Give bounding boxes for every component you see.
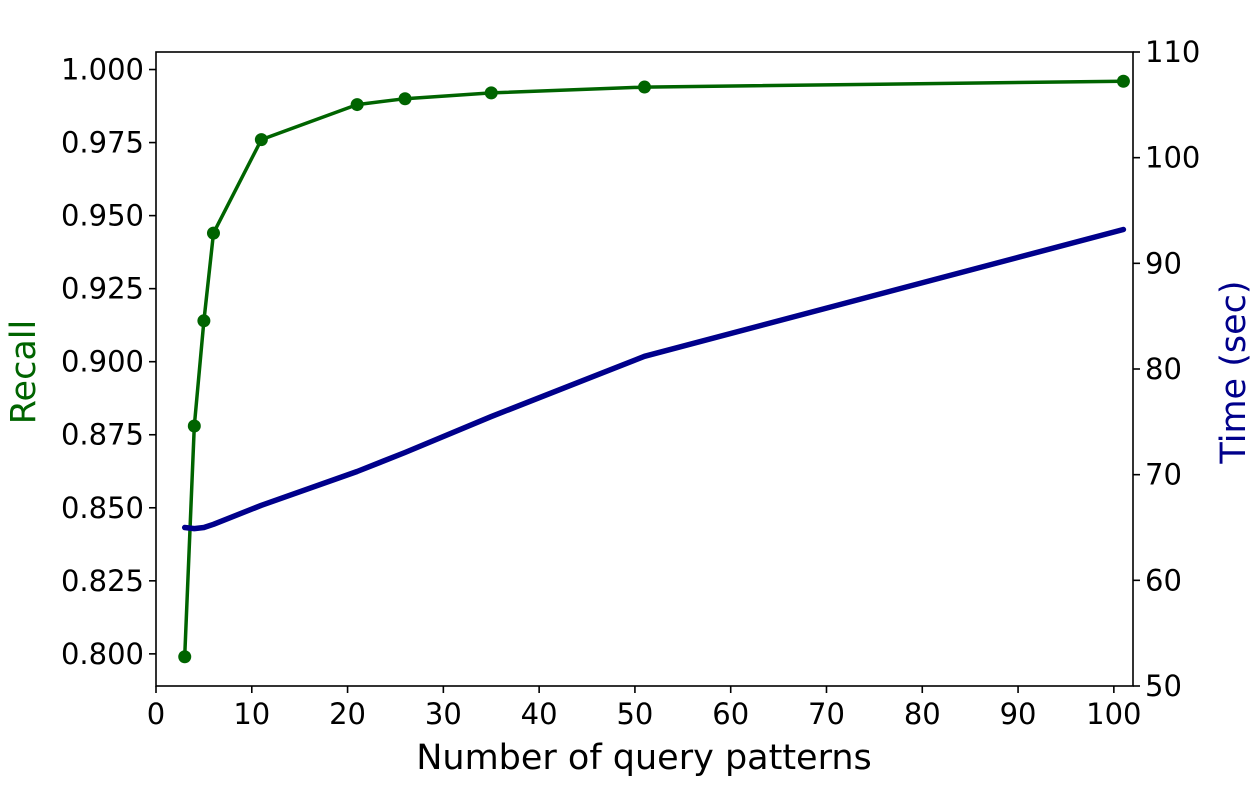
recall-data-point xyxy=(638,80,651,94)
recall-data-point xyxy=(206,226,220,240)
x-tick-label: 100 xyxy=(1086,697,1141,731)
x-tick-label: 30 xyxy=(425,697,462,731)
recall-data-point xyxy=(350,98,364,112)
left-y-tick-label: 0.950 xyxy=(61,199,144,233)
right-y-tick-label: 110 xyxy=(1145,35,1200,69)
x-tick-label: 10 xyxy=(233,697,270,731)
x-axis-ticks: 0 10 20 30 40 50 60 70 80 90 100 xyxy=(147,686,1142,731)
left-y-tick-label: 0.800 xyxy=(61,637,144,671)
x-axis-title: Number of query patterns xyxy=(416,738,872,778)
recall-data-point xyxy=(1116,74,1130,88)
right-y-tick-label: 100 xyxy=(1145,141,1200,175)
left-y-tick-label: 0.875 xyxy=(61,418,144,452)
x-tick-label: 60 xyxy=(712,697,749,731)
right-y-tick-label: 60 xyxy=(1145,563,1182,597)
recall-data-point xyxy=(197,314,211,328)
left-y-axis-title: Recall xyxy=(4,320,44,424)
left-y-tick-label: 0.900 xyxy=(61,345,144,379)
right-y-axis-ticks: 50 60 70 80 90 100 110 xyxy=(1133,35,1200,703)
x-tick-label: 90 xyxy=(1000,697,1037,731)
plot-frame xyxy=(155,51,1134,687)
x-tick-label: 0 xyxy=(147,697,165,731)
recall-data-point xyxy=(484,86,498,100)
right-y-axis-title: Time (sec) xyxy=(1214,280,1254,464)
x-tick-label: 40 xyxy=(521,697,558,731)
left-y-tick-label: 1.000 xyxy=(61,53,144,87)
x-tick-label: 70 xyxy=(808,697,845,731)
right-y-tick-label: 90 xyxy=(1145,246,1182,280)
left-y-tick-label: 0.850 xyxy=(61,491,144,525)
right-y-tick-label: 50 xyxy=(1145,669,1182,703)
recall-data-point xyxy=(178,650,192,664)
x-tick-label: 20 xyxy=(329,697,366,731)
x-tick-label: 50 xyxy=(616,697,653,731)
recall-data-point xyxy=(398,92,412,106)
recall-series-line xyxy=(182,79,1126,659)
series-layer xyxy=(178,74,1130,664)
right-y-tick-label: 70 xyxy=(1145,458,1182,492)
recall-data-point xyxy=(254,133,268,147)
recall-data-point xyxy=(187,419,201,433)
right-y-tick-label: 80 xyxy=(1145,352,1182,386)
time-series-line xyxy=(181,226,1127,532)
left-y-tick-label: 0.925 xyxy=(61,272,144,306)
left-y-axis-ticks: 0.800 0.825 0.850 0.875 0.900 0.925 0.950 0.975… xyxy=(61,53,156,671)
left-y-tick-label: 0.825 xyxy=(61,564,144,598)
x-tick-label: 80 xyxy=(904,697,941,731)
left-y-tick-label: 0.975 xyxy=(61,126,144,160)
